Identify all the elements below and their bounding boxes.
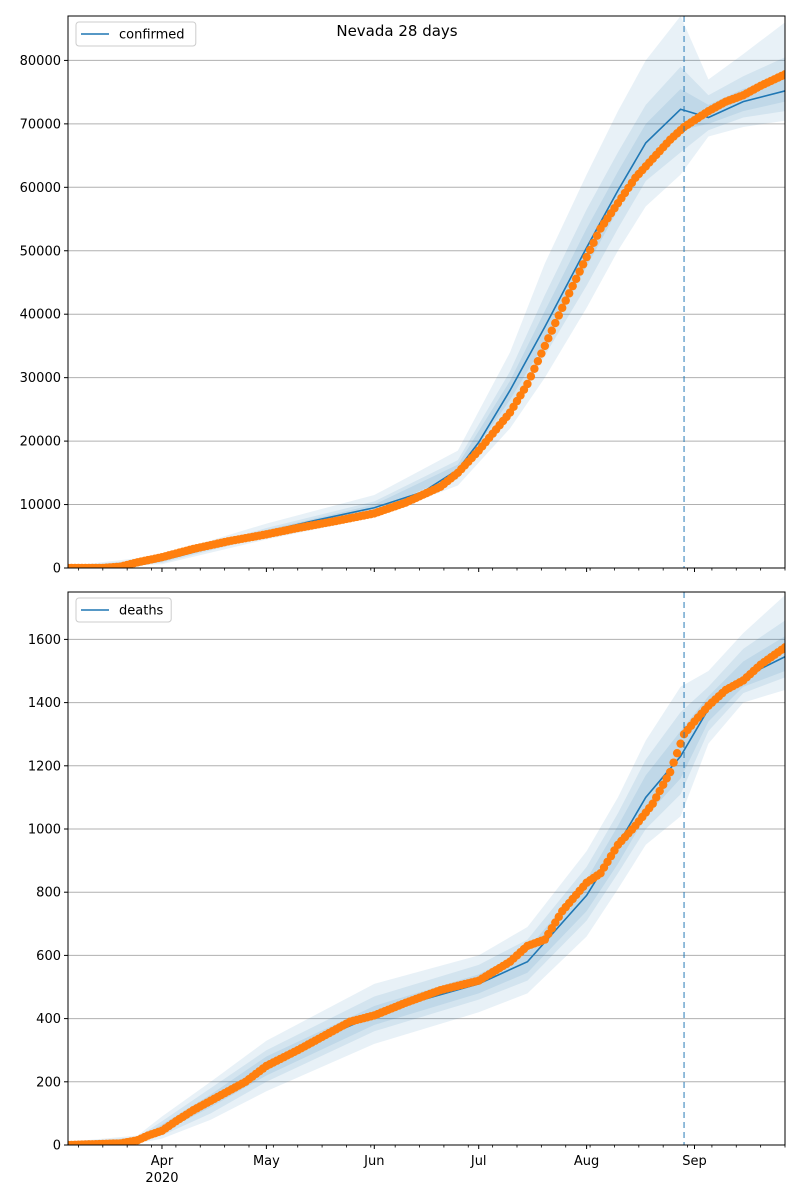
observed-point <box>676 739 685 748</box>
y-tick-label: 30000 <box>20 371 61 386</box>
observed-point <box>547 326 557 335</box>
y-tick-label: 80000 <box>20 54 61 69</box>
observed-point <box>578 260 588 269</box>
y-tick-label: 400 <box>36 1012 61 1027</box>
observed-point <box>571 274 581 284</box>
legend: confirmed <box>75 21 197 47</box>
observed-point <box>655 786 664 796</box>
plot-area <box>68 595 785 1145</box>
observed-point <box>669 758 678 767</box>
observed-point <box>544 334 553 343</box>
deaths-panel: 0 200 400 600 800 1000 1200 1400 1600 Apr 2020 May J… <box>28 591 786 1186</box>
observed-point <box>561 296 570 305</box>
y-tick-label: 1200 <box>28 759 61 774</box>
observed-point <box>551 318 560 328</box>
y-tick-label: 20000 <box>20 435 61 450</box>
observed-point <box>558 303 567 313</box>
uncertainty-band <box>68 16 785 568</box>
plot-area <box>68 16 785 568</box>
observed-point <box>780 643 785 652</box>
y-tick-label: 1000 <box>28 823 61 838</box>
y-tick-label: 40000 <box>20 308 61 323</box>
x-tick-label: Jul <box>470 1154 487 1169</box>
observed-point <box>592 231 602 240</box>
observed-point <box>648 799 657 808</box>
observed-point <box>526 372 536 381</box>
axes-frame <box>67 591 786 1146</box>
x-tick-label: Sep <box>682 1154 707 1169</box>
observed-point <box>589 238 598 248</box>
observed-point <box>582 252 591 262</box>
legend-label: deaths <box>119 604 164 619</box>
x-tick-label: May <box>253 1154 280 1169</box>
observed-point <box>554 311 563 320</box>
uncertainty-band <box>68 76 785 568</box>
y-tick-label: 1600 <box>28 633 61 648</box>
x-tick-label: Aug <box>574 1154 599 1169</box>
uncertainty-band <box>68 57 785 568</box>
chart-title: Nevada 28 days <box>336 22 457 40</box>
confirmed-panel: 0 10000 20000 30000 40000 50000 60000 70000 8000… <box>20 15 786 577</box>
y-tick-label: 600 <box>36 949 61 964</box>
legend-label: confirmed <box>119 28 185 43</box>
x-tick-label: Apr <box>151 1154 174 1169</box>
observed-point <box>537 349 546 358</box>
y-tick-label: 1400 <box>28 696 61 711</box>
y-tick-label: 0 <box>53 562 61 577</box>
observed-point <box>565 289 574 298</box>
y-tick-label: 70000 <box>20 117 61 132</box>
observed-point <box>672 748 682 758</box>
observed-point <box>662 774 671 783</box>
observed-point <box>575 267 584 276</box>
legend-box <box>75 21 197 47</box>
observed-point <box>585 245 595 255</box>
y-tick-label: 50000 <box>20 244 61 259</box>
observed-point <box>568 281 577 291</box>
y-tick-label: 800 <box>36 886 61 901</box>
y-tick-label: 60000 <box>20 181 61 196</box>
observed-point <box>530 364 539 373</box>
observed-point <box>652 793 661 802</box>
y-tick-label: 0 <box>53 1139 61 1154</box>
uncertainty-band <box>68 595 785 1145</box>
legend-box <box>75 597 172 623</box>
y-tick-label: 200 <box>36 1075 61 1090</box>
observed-point <box>540 341 550 351</box>
observed-point <box>658 780 668 789</box>
legend: deaths <box>75 597 172 623</box>
x-tick-sublabel: 2020 <box>145 1171 178 1186</box>
observed-point <box>533 356 543 366</box>
y-tick-label: 10000 <box>20 498 61 513</box>
observed-point <box>780 70 785 79</box>
observed-point <box>665 767 675 777</box>
axes-frame <box>67 15 786 569</box>
x-tick-label: Jun <box>363 1154 384 1169</box>
observed-point <box>523 379 532 389</box>
